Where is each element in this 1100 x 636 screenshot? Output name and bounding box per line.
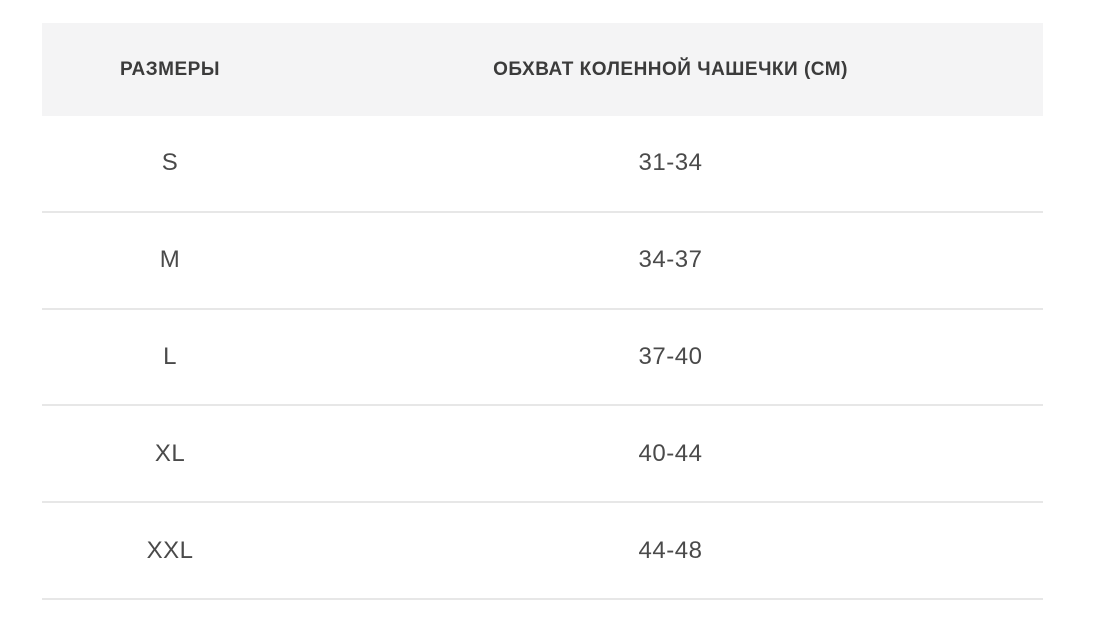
size-cell: M [159, 246, 181, 274]
size-cell: S [161, 149, 179, 177]
table-row: M 34-37 [42, 212, 1043, 310]
header-cell-sizes: РАЗМЕРЫ [120, 58, 220, 80]
range-cell: 34-37 [638, 246, 703, 274]
table-row: L 37-40 [42, 309, 1043, 407]
header-cell-circumference: ОБХВАТ КОЛЕННОЙ ЧАШЕЧКИ (СМ) [493, 58, 848, 80]
table-row: XL 40-44 [42, 406, 1043, 504]
size-cell: XL [154, 439, 186, 467]
size-cell: L [163, 342, 177, 370]
size-cell: XXL [146, 536, 194, 564]
range-cell: 40-44 [638, 439, 703, 467]
table-header: РАЗМЕРЫ ОБХВАТ КОЛЕННОЙ ЧАШЕЧКИ (СМ) [42, 23, 1043, 116]
table-row: S 31-34 [42, 116, 1043, 213]
range-cell: 44-48 [638, 536, 703, 564]
table-row: XXL 44-48 [42, 503, 1043, 600]
range-cell: 31-34 [638, 149, 703, 177]
range-cell: 37-40 [638, 342, 703, 370]
size-table: РАЗМЕРЫ ОБХВАТ КОЛЕННОЙ ЧАШЕЧКИ (СМ) S 3… [42, 23, 1043, 600]
table-body: S 31-34 M 34-37 L 37-40 XL 40-44 XXL 44-… [42, 116, 1043, 600]
